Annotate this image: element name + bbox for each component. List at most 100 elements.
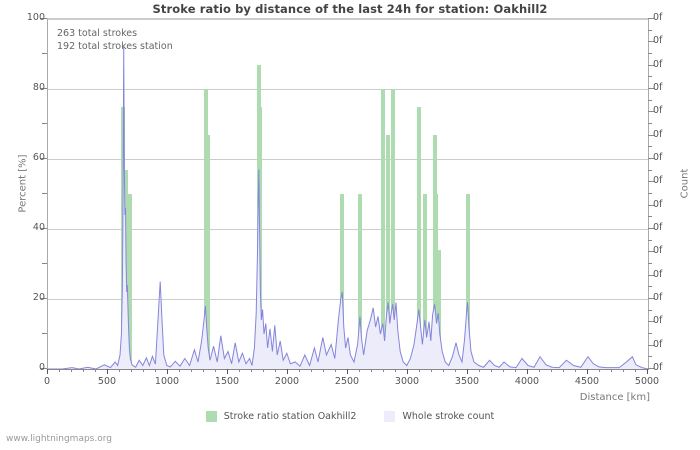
ratio-bar bbox=[386, 134, 391, 369]
y-tick-right bbox=[648, 228, 654, 229]
y-tick-label-right: 0f bbox=[653, 198, 663, 210]
y-tick-label-right: 0f bbox=[653, 222, 663, 233]
y-tick-left-minor bbox=[42, 53, 47, 54]
y-tick-right bbox=[648, 298, 654, 299]
x-tick-label: 0 bbox=[43, 376, 51, 387]
y-tick-right bbox=[648, 64, 654, 66]
ratio-bar bbox=[434, 194, 439, 369]
y-tick-right-minor bbox=[648, 53, 652, 54]
x-tick-1000 bbox=[167, 369, 168, 374]
y-tick-right bbox=[648, 41, 654, 43]
y-tick-left-40 bbox=[41, 228, 47, 229]
legend-swatch-icon bbox=[205, 411, 217, 422]
y-tick-label-left: 60 bbox=[32, 152, 45, 163]
y-tick-right bbox=[648, 251, 654, 253]
legend-item[interactable]: Stroke ratio station Oakhill2 bbox=[205, 411, 357, 422]
y-tick-right-minor bbox=[648, 239, 652, 241]
x-tick-minor bbox=[383, 369, 384, 372]
x-tick-minor bbox=[479, 369, 480, 372]
annotation-total-strokes: 263 total strokes bbox=[57, 28, 138, 39]
y-tick-label-right: 0f bbox=[653, 292, 663, 303]
y-tick-label-right: 0f bbox=[653, 362, 663, 373]
x-tick-minor bbox=[311, 369, 312, 372]
legend: Stroke ratio station Oakhill2 Whole strok… bbox=[0, 411, 700, 422]
y-tick-right-minor bbox=[648, 356, 652, 358]
ratio-bar bbox=[205, 134, 210, 369]
y-tick-left-100 bbox=[41, 18, 47, 19]
footer-attribution: www.lightningmaps.org bbox=[6, 434, 112, 444]
legend-item[interactable]: Whole stroke count bbox=[384, 411, 494, 422]
y-tick-label-right: 0f bbox=[653, 315, 663, 327]
x-tick-label: 4000 bbox=[514, 376, 540, 387]
y-tick-right-minor bbox=[648, 309, 652, 311]
y-tick-label-right: 0f bbox=[653, 128, 663, 140]
x-tick-minor bbox=[299, 369, 300, 372]
x-tick-4500 bbox=[587, 369, 588, 374]
y-tick-right-minor bbox=[648, 263, 652, 264]
x-tick-label: 4500 bbox=[574, 376, 600, 387]
x-tick-minor bbox=[59, 369, 60, 372]
x-tick-minor bbox=[443, 369, 444, 372]
y-tick-right-minor bbox=[648, 76, 652, 78]
y-tick-right-minor bbox=[648, 123, 652, 124]
y-tick-left-60 bbox=[41, 158, 47, 159]
y-tick-left-80 bbox=[41, 88, 47, 89]
x-tick-minor bbox=[335, 369, 336, 372]
x-tick-label: 3500 bbox=[454, 376, 480, 387]
plot-area: 263 total strokes 192 total strokes stat… bbox=[47, 18, 649, 370]
plot-inner: 263 total strokes 192 total strokes stat… bbox=[48, 19, 648, 369]
x-tick-1500 bbox=[227, 369, 228, 374]
x-tick-minor bbox=[143, 369, 144, 372]
y-tick-right-minor bbox=[648, 193, 652, 194]
gridline-y-20 bbox=[48, 299, 648, 300]
x-tick-minor bbox=[263, 369, 264, 372]
x-tick-4000 bbox=[527, 369, 528, 374]
y-tick-right-minor bbox=[648, 99, 652, 101]
x-tick-minor bbox=[179, 369, 180, 372]
y-tick-left-minor bbox=[42, 333, 47, 334]
y-tick-label-right: 0f bbox=[653, 338, 663, 350]
x-tick-label: 1500 bbox=[214, 376, 240, 387]
y-tick-right bbox=[648, 321, 654, 323]
ratio-bar bbox=[416, 106, 421, 369]
y-tick-left-minor bbox=[42, 263, 47, 264]
x-tick-minor bbox=[575, 369, 576, 372]
x-tick-minor bbox=[563, 369, 564, 372]
x-tick-label: 500 bbox=[97, 376, 117, 387]
x-tick-label: 1000 bbox=[154, 376, 180, 387]
y-tick-right-minor bbox=[648, 286, 652, 288]
x-tick-minor bbox=[95, 369, 96, 372]
x-tick-minor bbox=[83, 369, 84, 372]
y-tick-left-0 bbox=[41, 368, 47, 369]
y-tick-right bbox=[648, 204, 654, 206]
gridline-y-100 bbox=[48, 19, 648, 20]
x-tick-label: 5000 bbox=[634, 376, 660, 387]
x-tick-minor bbox=[431, 369, 432, 372]
x-tick-3500 bbox=[467, 369, 468, 374]
gridline-y-60 bbox=[48, 159, 648, 160]
gridline-y-80 bbox=[48, 89, 648, 90]
ratio-bar bbox=[128, 194, 133, 369]
x-tick-label: 2000 bbox=[274, 376, 300, 387]
x-tick-minor bbox=[131, 369, 132, 372]
annotation-total-strokes-station: 192 total strokes station bbox=[57, 41, 173, 52]
y-tick-right bbox=[648, 88, 654, 89]
x-tick-minor bbox=[539, 369, 540, 372]
y-tick-label-right: 0f bbox=[653, 245, 663, 257]
count-area-fill bbox=[48, 47, 648, 369]
y-tick-label-left: 80 bbox=[32, 82, 45, 93]
y-tick-label-left: 40 bbox=[32, 222, 45, 233]
y-tick-label-right: 0f bbox=[653, 105, 663, 117]
x-tick-minor bbox=[119, 369, 120, 372]
x-axis-label: Distance [km] bbox=[579, 392, 650, 403]
y-tick-right-minor bbox=[648, 146, 652, 148]
ratio-bar bbox=[381, 89, 386, 369]
x-tick-0 bbox=[47, 369, 48, 374]
x-tick-minor bbox=[491, 369, 492, 372]
x-tick-minor bbox=[359, 369, 360, 372]
x-tick-minor bbox=[455, 369, 456, 372]
x-tick-minor bbox=[215, 369, 216, 372]
y-tick-right-minor bbox=[648, 169, 652, 171]
legend-label: Stroke ratio station Oakhill2 bbox=[223, 411, 357, 422]
